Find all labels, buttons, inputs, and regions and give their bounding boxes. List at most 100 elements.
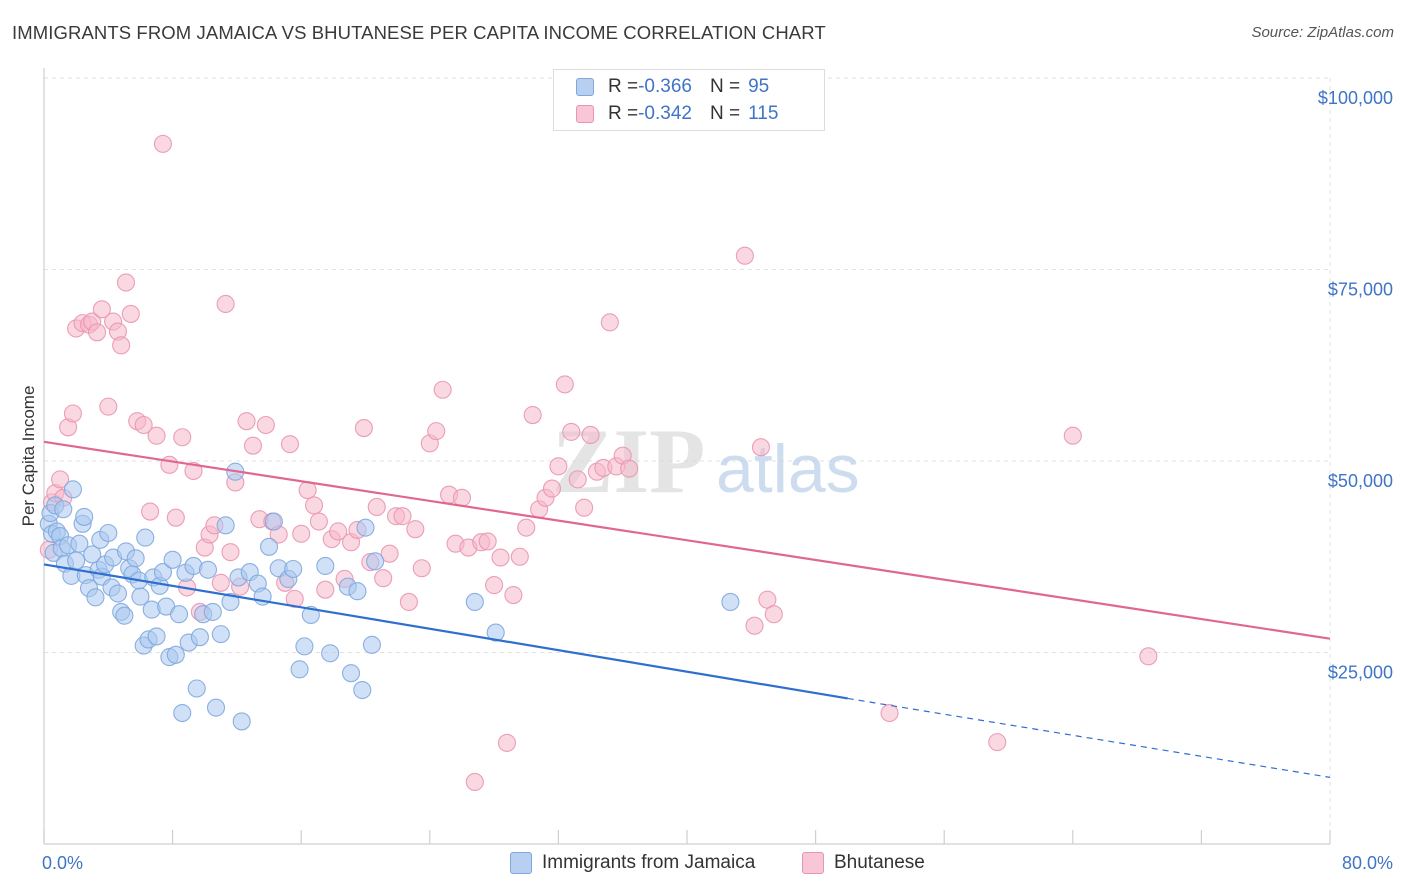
jamaica-point xyxy=(232,712,251,731)
bhutanese-points xyxy=(39,134,1158,792)
bhutanese-point xyxy=(211,573,230,592)
legend-swatch-blue xyxy=(576,78,594,96)
jamaica-point xyxy=(169,605,189,624)
jamaica-point xyxy=(348,582,367,601)
jamaica-point xyxy=(290,660,309,679)
jamaica-point xyxy=(198,560,218,579)
jamaica-trend-line xyxy=(43,563,848,700)
x-tick-label-min: 0.0% xyxy=(42,853,83,873)
bhutanese-point xyxy=(562,422,581,441)
jamaica-point xyxy=(99,523,118,543)
bhutanese-point xyxy=(393,507,412,526)
bhutanese-point xyxy=(575,498,594,517)
jamaica-point xyxy=(221,592,240,611)
bhutanese-point xyxy=(433,380,452,399)
jamaica-point xyxy=(353,680,372,700)
jamaica-point xyxy=(362,635,381,654)
legend-swatch-blue xyxy=(510,852,532,874)
bhutanese-point xyxy=(374,569,393,588)
legend-n-value: 95 xyxy=(748,76,770,97)
jamaica-point xyxy=(147,627,166,646)
jamaica-point xyxy=(108,584,127,603)
bhutanese-point xyxy=(221,543,240,562)
jamaica-point xyxy=(341,664,361,683)
y-tick-label: $50,000 xyxy=(1328,471,1393,491)
jamaica-point xyxy=(136,528,155,547)
legend-item-bhutanese[interactable]: Bhutanese xyxy=(802,852,925,874)
bhutanese-point xyxy=(51,470,70,489)
bhutanese-point xyxy=(63,404,82,423)
bhutanese-point xyxy=(581,425,600,445)
jamaica-point xyxy=(216,516,235,535)
bhutanese-point xyxy=(87,323,107,342)
bhutanese-point xyxy=(256,415,275,435)
legend-label-jamaica: Immigrants from Jamaica xyxy=(542,852,756,873)
bhutanese-point xyxy=(243,436,263,455)
bhutanese-point xyxy=(292,524,311,543)
jamaica-point xyxy=(131,587,150,606)
chart-title: IMMIGRANTS FROM JAMAICA VS BHUTANESE PER… xyxy=(12,22,826,43)
bhutanese-point xyxy=(504,585,523,605)
legend-r-value: -0.366 xyxy=(638,76,692,97)
source-credit: Source: ZipAtlas.com xyxy=(1251,24,1394,41)
jamaica-point xyxy=(465,592,484,611)
bhutanese-point xyxy=(517,518,536,537)
bhutanese-point xyxy=(173,428,192,447)
jamaica-point xyxy=(86,588,105,607)
jamaica-point xyxy=(173,703,192,723)
bhutanese-point xyxy=(280,435,299,454)
bhutanese-point xyxy=(745,616,764,635)
bhutanese-point xyxy=(478,532,497,551)
jamaica-point xyxy=(721,592,740,611)
bhutanese-point xyxy=(99,397,118,416)
bhutanese-point xyxy=(399,592,418,611)
bhutanese-point xyxy=(988,733,1007,752)
jamaica-point xyxy=(126,549,145,568)
axes xyxy=(43,68,1331,845)
bhutanese-point xyxy=(542,479,562,498)
x-tick-label-max: 80.0% xyxy=(1342,853,1393,873)
jamaica-point xyxy=(83,545,102,564)
bhutanese-point xyxy=(412,559,431,578)
y-tick-label: $75,000 xyxy=(1328,280,1393,300)
bhutanese-point xyxy=(1139,647,1158,666)
bhutanese-point xyxy=(121,304,140,323)
bhutanese-point xyxy=(406,520,425,539)
jamaica-point xyxy=(153,563,173,582)
y-tick-label: $100,000 xyxy=(1318,88,1393,108)
bhutanese-point xyxy=(1063,426,1082,445)
legend-row-jamaica: R = -0.366 N = 95 xyxy=(576,74,769,100)
bhutanese-point xyxy=(735,246,754,265)
bhutanese-point xyxy=(452,488,472,507)
bhutanese-point xyxy=(116,273,136,292)
jamaica-points xyxy=(39,462,740,731)
jamaica-point xyxy=(67,551,86,570)
bhutanese-point xyxy=(316,580,335,599)
jamaica-point xyxy=(70,534,89,553)
jamaica-point xyxy=(321,644,340,663)
jamaica-point xyxy=(190,628,209,647)
trend-lines xyxy=(43,440,1331,778)
jamaica-point xyxy=(356,518,375,537)
bhutanese-point xyxy=(305,496,324,515)
bhutanese-point xyxy=(237,412,256,431)
bhutanese-point xyxy=(427,422,446,441)
bhutanese-point xyxy=(523,405,542,425)
jamaica-point xyxy=(284,559,303,579)
bhutanese-point xyxy=(600,313,619,332)
legend-r-value: -0.342 xyxy=(638,103,692,124)
bhutanese-point xyxy=(620,459,639,478)
legend-item-jamaica[interactable]: Immigrants from Jamaica xyxy=(510,852,755,874)
bhutanese-point xyxy=(485,576,504,595)
legend-swatch-pink xyxy=(802,852,824,874)
jamaica-point xyxy=(206,698,226,717)
legend-r-label: R = xyxy=(608,103,639,124)
bhutanese-point xyxy=(354,419,373,438)
bhutanese-point xyxy=(160,455,179,474)
bhutanese-point xyxy=(380,544,399,563)
bhutanese-point xyxy=(510,547,529,566)
bhutanese-point xyxy=(465,772,484,792)
bhutanese-point xyxy=(112,336,131,355)
axis-labels: $25,000 $50,000 $75,000 $100,000 0.0% 80.0% Pe… xyxy=(19,88,1393,873)
